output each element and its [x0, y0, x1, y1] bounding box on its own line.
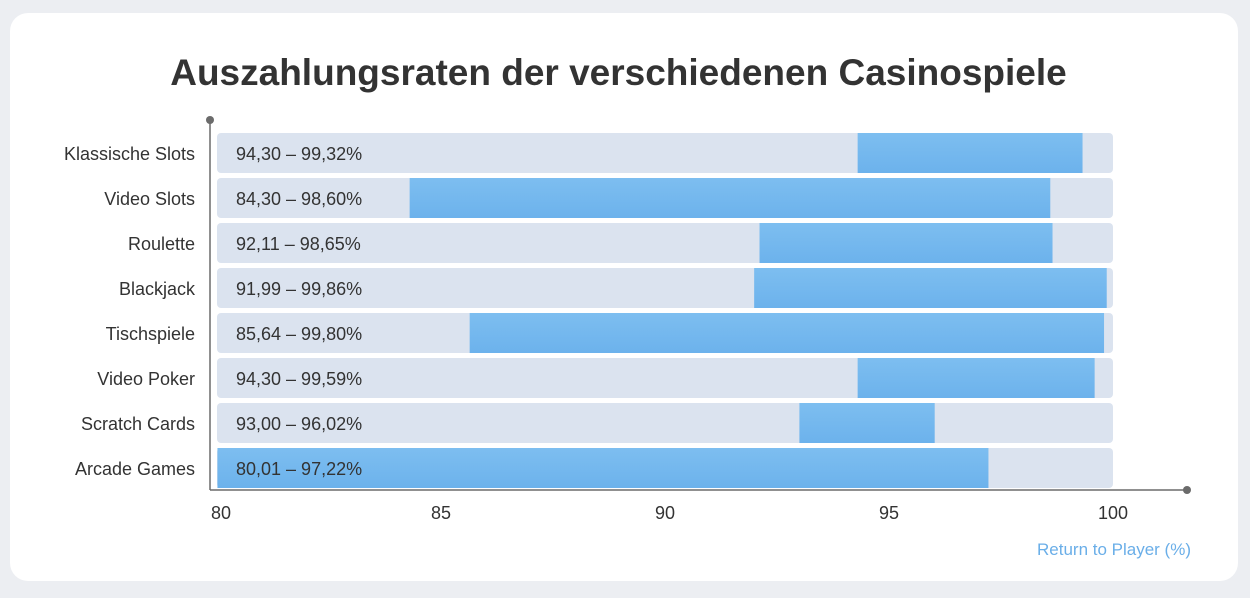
range-bar	[409, 178, 1051, 218]
range-label: 91,99 – 99,86%	[236, 279, 362, 299]
range-bar	[857, 358, 1095, 398]
x-axis-end-dot	[1183, 486, 1191, 494]
category-label: Video Poker	[97, 369, 195, 389]
range-label: 80,01 – 97,22%	[236, 459, 362, 479]
category-label: Video Slots	[104, 189, 195, 209]
category-label: Roulette	[128, 234, 195, 254]
x-tick-label: 90	[655, 503, 675, 523]
range-label: 93,00 – 96,02%	[236, 414, 362, 434]
category-label: Scratch Cards	[81, 414, 195, 434]
category-label: Arcade Games	[75, 459, 195, 479]
x-tick-label: 80	[211, 503, 231, 523]
range-label: 94,30 – 99,59%	[236, 369, 362, 389]
range-label: 94,30 – 99,32%	[236, 144, 362, 164]
range-bar	[799, 403, 935, 443]
range-bar	[759, 223, 1053, 263]
x-axis-title: Return to Player (%)	[1037, 540, 1191, 559]
y-axis-end-dot	[206, 116, 214, 124]
x-tick-label: 100	[1098, 503, 1128, 523]
range-bar	[754, 268, 1107, 308]
range-bar	[469, 313, 1105, 353]
range-label: 92,11 – 98,65%	[236, 234, 361, 254]
range-label: 84,30 – 98,60%	[236, 189, 362, 209]
x-tick-label: 95	[879, 503, 899, 523]
category-label: Tischspiele	[106, 324, 195, 344]
range-bar	[217, 448, 989, 488]
category-label: Klassische Slots	[64, 144, 195, 164]
range-bar	[857, 133, 1083, 173]
chart-title: Auszahlungsraten der verschiedenen Casin…	[170, 52, 1067, 93]
category-label: Blackjack	[119, 279, 196, 299]
x-tick-label: 85	[431, 503, 451, 523]
range-label: 85,64 – 99,80%	[236, 324, 362, 344]
